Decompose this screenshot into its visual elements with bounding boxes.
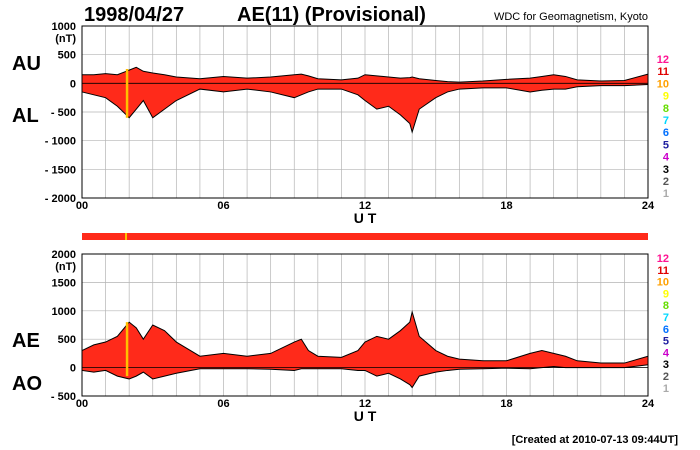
station-count-label: 9 bbox=[663, 91, 669, 103]
station-count-label: 11 bbox=[657, 66, 669, 78]
lower-envelope-line bbox=[81, 364, 649, 389]
x-tick-label: 18 bbox=[500, 398, 512, 410]
ae-ao-area bbox=[81, 309, 649, 389]
date-title: 1998/04/27 bbox=[84, 4, 184, 26]
y-tick-label: 0 bbox=[70, 78, 76, 90]
x-tick-label: 12 bbox=[359, 200, 371, 212]
upper-envelope-line bbox=[81, 309, 649, 364]
au-al-grid bbox=[82, 26, 648, 198]
ae-ao-unit-label: (nT) bbox=[55, 261, 76, 273]
station-count-label: 9 bbox=[663, 288, 669, 300]
y-tick-label: 500 bbox=[58, 334, 76, 346]
upper-envelope-line bbox=[82, 66, 649, 83]
station-count-label: 5 bbox=[663, 336, 669, 348]
au-al-unit-label: (nT) bbox=[55, 33, 76, 45]
y-tick-label: 1500 bbox=[52, 277, 76, 289]
ao-series-label: AO bbox=[12, 373, 42, 395]
station-count-label: 1 bbox=[663, 383, 669, 395]
y-tick-label: 0 bbox=[70, 363, 76, 375]
data-availability-spike bbox=[125, 233, 127, 240]
station-count-label: 3 bbox=[663, 164, 669, 176]
station-count-label: 8 bbox=[663, 103, 669, 115]
au-al-y-tick-labels: 1000 500 0 - 500 - 1000 - 1500 - 2000 bbox=[45, 21, 76, 205]
ae-ao-x-axis-label: U T bbox=[354, 408, 377, 424]
station-count-label: 10 bbox=[657, 78, 669, 90]
station-count-label: 7 bbox=[663, 115, 669, 127]
station-count-label: 12 bbox=[657, 54, 669, 66]
data-availability-bar bbox=[82, 233, 648, 240]
au-al-frame bbox=[81, 25, 649, 199]
y-tick-label: - 1500 bbox=[45, 164, 76, 176]
station-count-label: 2 bbox=[663, 176, 669, 188]
station-count-label: 12 bbox=[657, 253, 669, 265]
index-title: AE(11) (Provisional) bbox=[237, 4, 426, 26]
y-tick-label: - 500 bbox=[51, 391, 76, 403]
x-tick-label: 00 bbox=[76, 200, 88, 212]
station-count-label: 1 bbox=[663, 188, 669, 200]
station-count-label: 7 bbox=[663, 312, 669, 324]
y-tick-label: 500 bbox=[58, 50, 76, 62]
station-count-label: 4 bbox=[663, 152, 670, 164]
al-series-label: AL bbox=[12, 105, 39, 127]
y-tick-label: 1000 bbox=[52, 306, 76, 318]
lower-envelope-line bbox=[81, 83, 649, 134]
au-al-x-tick-labels: 00 06 12 18 24 bbox=[76, 200, 655, 212]
created-timestamp: [Created at 2010-07-13 09:44UT] bbox=[512, 434, 679, 446]
au-al-x-axis-label: U T bbox=[354, 210, 377, 226]
y-tick-label: - 1000 bbox=[45, 136, 76, 148]
y-tick-label: - 2000 bbox=[45, 193, 76, 205]
ae-ao-x-tick-labels: 00 06 12 18 24 bbox=[76, 398, 655, 410]
station-count-label: 2 bbox=[663, 371, 669, 383]
y-tick-label: 2000 bbox=[52, 249, 76, 261]
x-tick-label: 24 bbox=[642, 200, 655, 212]
au-series-label: AU bbox=[12, 53, 41, 75]
station-count-label: 10 bbox=[657, 277, 669, 289]
x-tick-label: 24 bbox=[642, 398, 655, 410]
ae-series-label: AE bbox=[12, 330, 40, 352]
station-count-label: 4 bbox=[663, 347, 670, 359]
x-tick-label: 00 bbox=[76, 398, 88, 410]
y-tick-label: 1000 bbox=[52, 21, 76, 33]
station-count-label: 6 bbox=[663, 127, 669, 139]
x-tick-label: 06 bbox=[217, 200, 229, 212]
x-tick-label: 18 bbox=[500, 200, 512, 212]
station-count-label: 11 bbox=[657, 265, 669, 277]
yellow-spike bbox=[125, 322, 129, 377]
x-tick-label: 12 bbox=[359, 398, 371, 410]
station-count-label: 5 bbox=[663, 139, 669, 151]
station-count-label: 8 bbox=[663, 300, 669, 312]
yellow-spike bbox=[125, 69, 129, 118]
station-count-label: 6 bbox=[663, 324, 669, 336]
y-tick-label: - 500 bbox=[51, 107, 76, 119]
au-al-area bbox=[81, 66, 649, 134]
ae-ao-frame bbox=[81, 253, 649, 397]
source-label: WDC for Geomagnetism, Kyoto bbox=[494, 11, 648, 23]
station-count-label: 3 bbox=[663, 359, 669, 371]
x-tick-label: 06 bbox=[217, 398, 229, 410]
ae-ao-y-tick-labels: 2000 1500 1000 500 0 - 500 bbox=[51, 249, 76, 403]
